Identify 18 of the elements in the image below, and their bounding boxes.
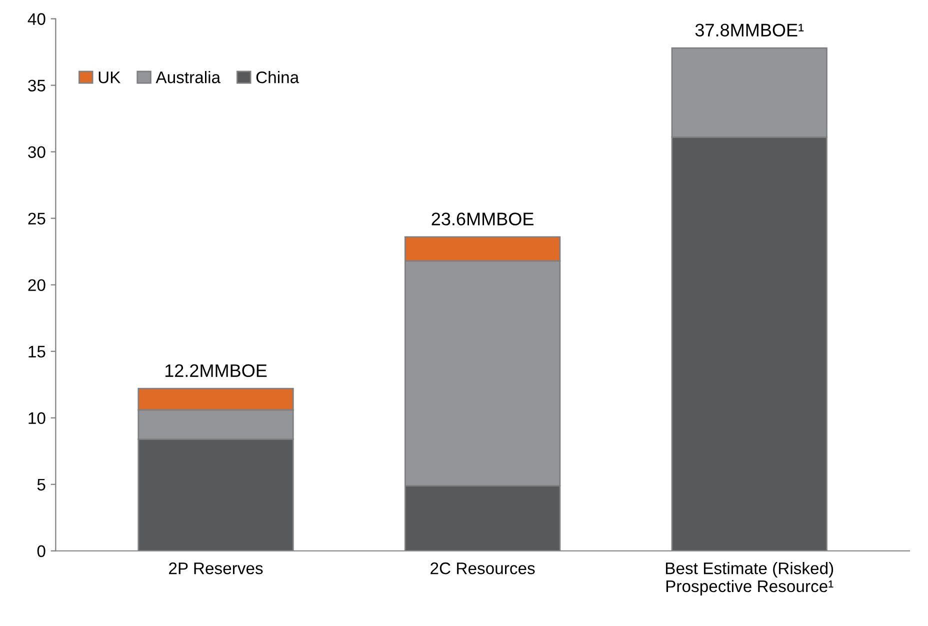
- x-tick-label: Best Estimate (Risked) Prospective Resource¹: [666, 562, 834, 596]
- total-label: 12.2MMBOE: [165, 364, 267, 378]
- legend-label: China: [256, 71, 300, 84]
- x-tick-label: 2P Reserves: [169, 562, 263, 574]
- y-tick-label: 10: [28, 412, 46, 424]
- total-label: 37.8MMBOE¹: [695, 24, 804, 36]
- legend-label: UK: [98, 72, 121, 84]
- y-tick-label: 30: [28, 146, 46, 158]
- x-tick-label: 2C Resources: [430, 562, 535, 574]
- total-label: 23.6MMBOE: [432, 212, 534, 226]
- y-tick-label: 40: [28, 13, 46, 25]
- y-tick-label: 25: [28, 212, 46, 225]
- y-tick-label: 0: [37, 545, 46, 558]
- legend-label: Australia: [156, 71, 221, 84]
- y-tick-label: 20: [28, 279, 46, 292]
- y-tick-label: 35: [28, 80, 46, 92]
- y-tick-label: 15: [28, 346, 46, 358]
- y-tick-label: 5: [37, 478, 46, 491]
